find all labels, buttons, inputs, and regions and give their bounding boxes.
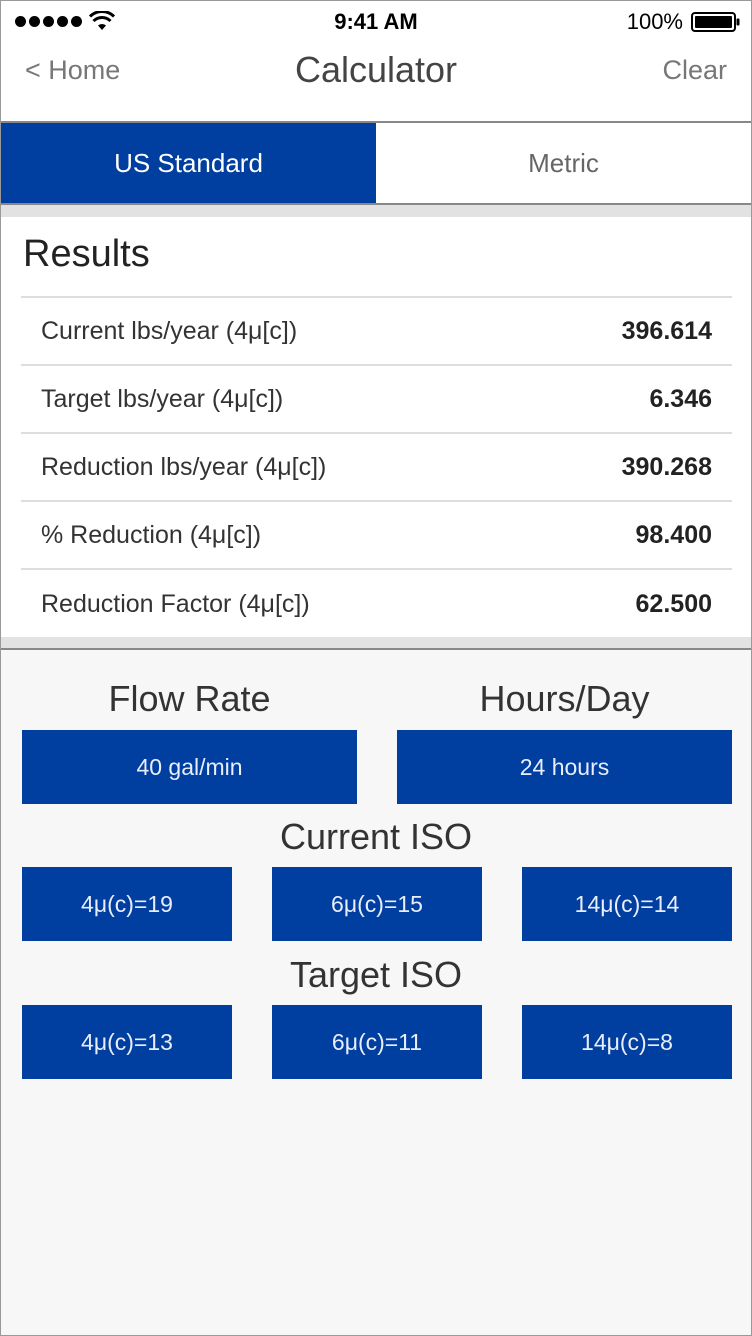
us-standard-tab[interactable]: US Standard — [1, 123, 376, 203]
section-spacer — [1, 205, 751, 217]
metric-tab[interactable]: Metric — [376, 123, 751, 203]
result-label: Target lbs/year (4μ[c]) — [41, 384, 284, 413]
result-label: Reduction Factor (4μ[c]) — [41, 589, 310, 618]
divider — [1, 648, 751, 650]
result-label: Current lbs/year (4μ[c]) — [41, 316, 298, 345]
flow-rate-title: Flow Rate — [108, 678, 271, 719]
status-time: 9:41 AM — [334, 9, 418, 34]
result-label: % Reduction (4μ[c]) — [41, 520, 262, 549]
target-iso-6-button[interactable]: 6μ(c)=11 — [272, 1005, 482, 1079]
result-label: Reduction lbs/year (4μ[c]) — [41, 452, 327, 481]
result-value: 98.400 — [635, 520, 712, 549]
result-row-reduction-factor: Reduction Factor (4μ[c]) 62.500 — [21, 570, 732, 638]
current-iso-14-button[interactable]: 14μ(c)=14 — [522, 867, 732, 941]
page-title: Calculator — [294, 49, 458, 90]
hours-day-button[interactable]: 24 hours — [397, 730, 732, 804]
wifi-icon — [89, 11, 115, 30]
result-value: 390.268 — [621, 452, 712, 481]
unit-segmented-control: US Standard Metric — [1, 123, 751, 205]
back-home-button[interactable]: < Home — [25, 55, 121, 85]
target-iso-title: Target ISO — [289, 954, 463, 995]
results-panel: Results Current lbs/year (4μ[c]) 396.614… — [1, 217, 751, 637]
battery-percent: 100% — [626, 9, 683, 34]
hours-day-title: Hours/Day — [479, 678, 650, 719]
result-row-percent-reduction: % Reduction (4μ[c]) 98.400 — [21, 502, 732, 570]
battery-icon — [691, 12, 740, 32]
result-row-target: Target lbs/year (4μ[c]) 6.346 — [21, 366, 732, 434]
section-spacer — [1, 637, 751, 648]
result-row-reduction: Reduction lbs/year (4μ[c]) 390.268 — [21, 434, 732, 502]
inputs-panel: Flow Rate Hours/Day 40 gal/min 24 hours … — [1, 650, 751, 1335]
results-title: Results — [23, 233, 150, 275]
result-value: 396.614 — [621, 316, 712, 345]
clear-button[interactable]: Clear — [662, 55, 727, 85]
status-bar: 9:41 AM 100% — [1, 1, 751, 43]
current-iso-title: Current ISO — [279, 816, 473, 857]
current-iso-4-button[interactable]: 4μ(c)=19 — [22, 867, 232, 941]
current-iso-6-button[interactable]: 6μ(c)=15 — [272, 867, 482, 941]
result-value: 62.500 — [635, 589, 712, 618]
results-list: Current lbs/year (4μ[c]) 396.614 Target … — [21, 296, 732, 638]
signal-dots-icon — [15, 16, 82, 27]
flow-rate-button[interactable]: 40 gal/min — [22, 730, 357, 804]
nav-bar: < Home Calculator Clear — [1, 43, 751, 123]
result-value: 6.346 — [649, 384, 712, 413]
target-iso-4-button[interactable]: 4μ(c)=13 — [22, 1005, 232, 1079]
target-iso-14-button[interactable]: 14μ(c)=8 — [522, 1005, 732, 1079]
result-row-current: Current lbs/year (4μ[c]) 396.614 — [21, 298, 732, 366]
